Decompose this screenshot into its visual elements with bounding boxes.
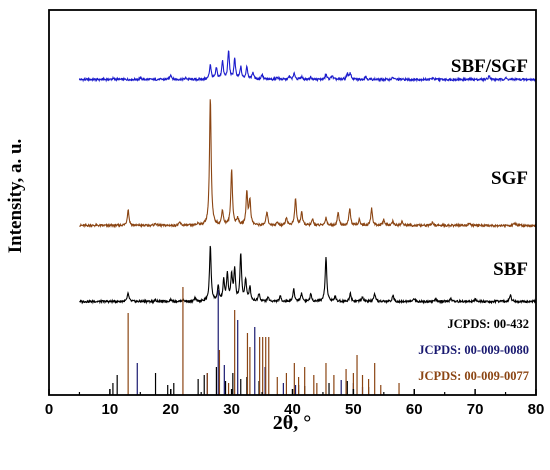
pattern-line-sbf-sgf <box>78 50 537 83</box>
x-tick-label-30: 30 <box>223 401 240 418</box>
pattern-line-sbf <box>79 245 537 305</box>
x-ticks-layer: 0 10 20 30 40 50 60 70 80 <box>45 389 545 418</box>
x-tick-label-60: 60 <box>406 401 423 418</box>
x-tick-label-80: 80 <box>528 401 545 418</box>
x-tick-label-10: 10 <box>102 401 119 418</box>
labels-layer: 2θ, ° Intensity, a. u. SBF/SGF SGF SBF J… <box>5 56 529 434</box>
x-tick-label-50: 50 <box>345 401 362 418</box>
x-tick-label-20: 20 <box>162 401 179 418</box>
ref-label-00-432: JCPDS: 00-432 <box>447 317 529 331</box>
ref-label-00-009-0077: JCPDS: 00-009-0077 <box>418 369 529 383</box>
reference-lines-layer <box>112 287 400 395</box>
series-label-sbf-sgf: SBF/SGF <box>451 56 528 77</box>
pattern-line-sgf <box>79 99 537 229</box>
patterns-layer <box>78 50 537 305</box>
x-axis-title: 2θ, ° <box>273 412 311 434</box>
y-axis-title: Intensity, a. u. <box>5 139 26 254</box>
x-tick-label-40: 40 <box>284 401 301 418</box>
series-label-sbf: SBF <box>493 259 528 280</box>
ref-label-00-009-0080: JCPDS: 00-009-0080 <box>418 343 529 357</box>
series-label-sgf: SGF <box>491 168 528 189</box>
x-tick-label-70: 70 <box>467 401 484 418</box>
x-tick-label-0: 0 <box>45 401 53 418</box>
